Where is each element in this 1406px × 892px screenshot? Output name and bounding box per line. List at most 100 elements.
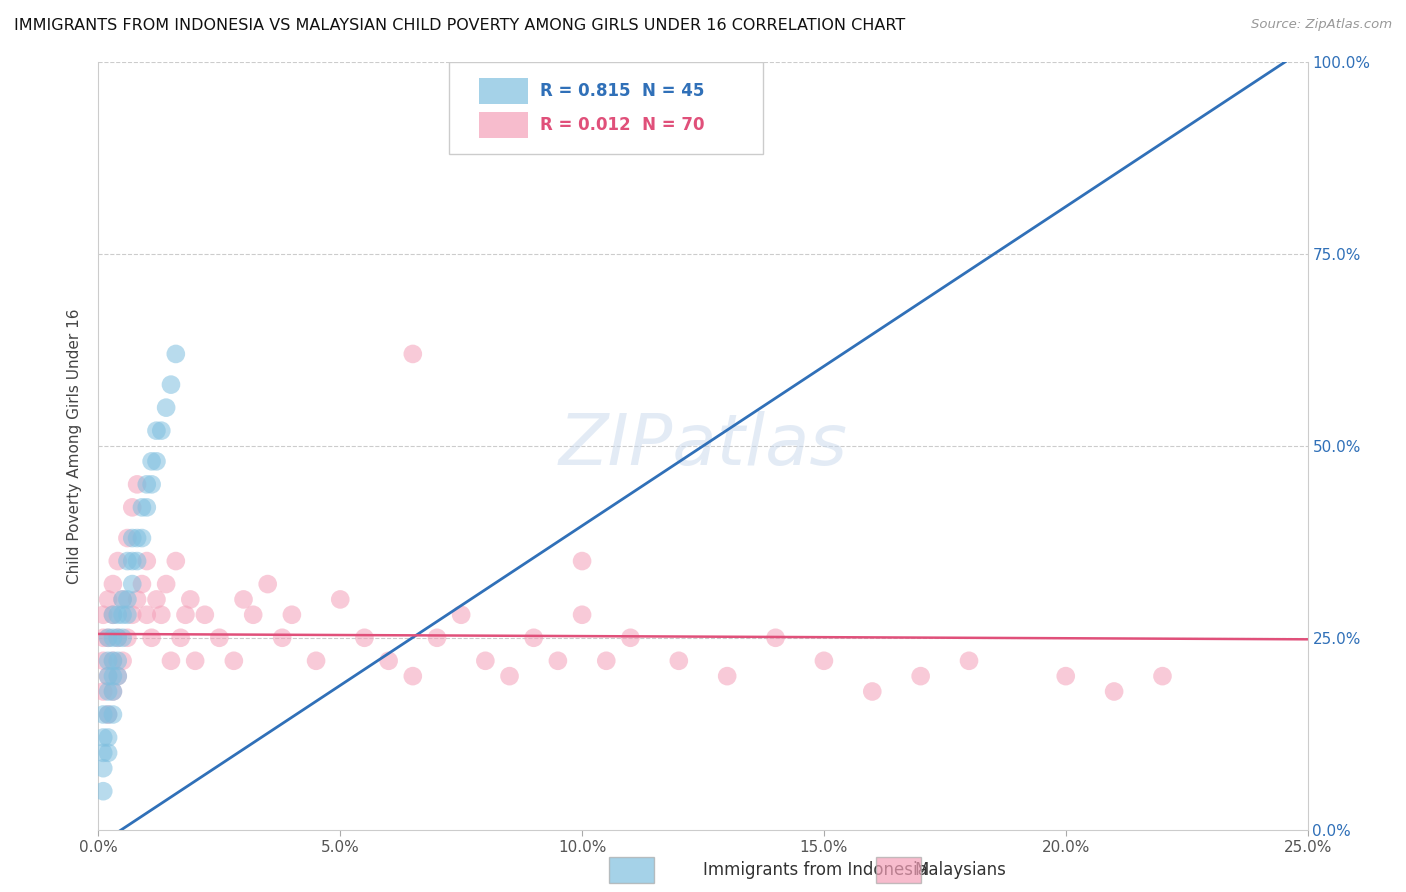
- Point: [523, 631, 546, 645]
- Point: [107, 669, 129, 683]
- Point: [101, 669, 124, 683]
- Point: [97, 631, 120, 645]
- Point: [242, 607, 264, 622]
- Point: [127, 592, 149, 607]
- Point: [135, 554, 157, 568]
- Point: [329, 592, 352, 607]
- Point: [101, 607, 124, 622]
- Point: [174, 607, 197, 622]
- Point: [91, 707, 114, 722]
- Point: [141, 454, 163, 468]
- Point: [1152, 669, 1174, 683]
- Point: [97, 631, 120, 645]
- Point: [101, 707, 124, 722]
- Point: [101, 577, 124, 591]
- Point: [97, 707, 120, 722]
- Point: [232, 592, 254, 607]
- Point: [1054, 669, 1077, 683]
- Point: [101, 607, 124, 622]
- Point: [145, 424, 167, 438]
- Point: [498, 669, 520, 683]
- Point: [117, 607, 139, 622]
- Point: [160, 654, 183, 668]
- Point: [91, 654, 114, 668]
- Point: [121, 607, 143, 622]
- Point: [179, 592, 201, 607]
- Point: [97, 707, 120, 722]
- Point: [271, 631, 294, 645]
- Point: [101, 654, 124, 668]
- Point: [97, 746, 120, 760]
- Point: [91, 784, 114, 798]
- Point: [117, 631, 139, 645]
- Point: [305, 654, 328, 668]
- Point: [111, 607, 134, 622]
- Point: [107, 631, 129, 645]
- Point: [107, 631, 129, 645]
- Point: [377, 654, 399, 668]
- Point: [131, 531, 153, 545]
- Point: [101, 654, 124, 668]
- Point: [145, 454, 167, 468]
- Point: [127, 531, 149, 545]
- Point: [160, 377, 183, 392]
- Point: [165, 554, 187, 568]
- Point: [141, 477, 163, 491]
- Point: [97, 731, 120, 745]
- Text: R = 0.012  N = 70: R = 0.012 N = 70: [540, 116, 704, 134]
- Point: [121, 531, 143, 545]
- Point: [571, 554, 593, 568]
- Text: Immigrants from Indonesia: Immigrants from Indonesia: [703, 861, 928, 879]
- Point: [860, 684, 883, 698]
- Point: [668, 654, 690, 668]
- Text: IMMIGRANTS FROM INDONESIA VS MALAYSIAN CHILD POVERTY AMONG GIRLS UNDER 16 CORREL: IMMIGRANTS FROM INDONESIA VS MALAYSIAN C…: [14, 18, 905, 33]
- FancyBboxPatch shape: [449, 62, 763, 154]
- Point: [619, 631, 641, 645]
- Point: [135, 607, 157, 622]
- Point: [101, 631, 124, 645]
- Point: [107, 654, 129, 668]
- Point: [426, 631, 449, 645]
- Point: [353, 631, 375, 645]
- Point: [91, 631, 114, 645]
- Point: [97, 669, 120, 683]
- Point: [256, 577, 278, 591]
- Point: [145, 592, 167, 607]
- Y-axis label: Child Poverty Among Girls Under 16: Child Poverty Among Girls Under 16: [67, 309, 83, 583]
- Point: [402, 347, 425, 361]
- Point: [107, 554, 129, 568]
- Point: [107, 607, 129, 622]
- Point: [222, 654, 245, 668]
- Bar: [479, 112, 527, 137]
- Point: [101, 684, 124, 698]
- Point: [127, 554, 149, 568]
- Point: [716, 669, 738, 683]
- Point: [135, 477, 157, 491]
- Text: R = 0.815  N = 45: R = 0.815 N = 45: [540, 82, 704, 100]
- Point: [595, 654, 617, 668]
- Point: [957, 654, 980, 668]
- Point: [155, 577, 177, 591]
- Point: [91, 684, 114, 698]
- Point: [169, 631, 191, 645]
- Point: [121, 554, 143, 568]
- Point: [155, 401, 177, 415]
- Point: [910, 669, 932, 683]
- Point: [117, 592, 139, 607]
- Point: [111, 592, 134, 607]
- Point: [208, 631, 231, 645]
- Point: [111, 631, 134, 645]
- Point: [184, 654, 207, 668]
- Point: [150, 607, 173, 622]
- Text: Source: ZipAtlas.com: Source: ZipAtlas.com: [1251, 18, 1392, 31]
- Point: [97, 684, 120, 698]
- Point: [111, 654, 134, 668]
- Point: [121, 500, 143, 515]
- Point: [765, 631, 787, 645]
- Point: [107, 669, 129, 683]
- Point: [117, 554, 139, 568]
- Bar: [479, 78, 527, 103]
- Point: [547, 654, 569, 668]
- Point: [571, 607, 593, 622]
- Point: [97, 592, 120, 607]
